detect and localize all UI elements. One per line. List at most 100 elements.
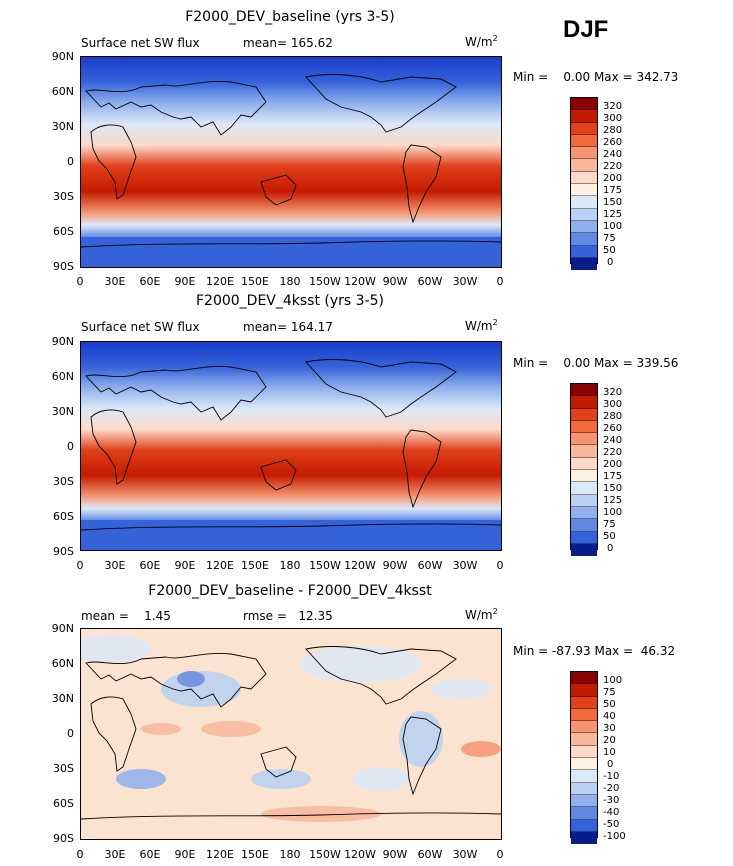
colorbar-swatch	[571, 770, 597, 783]
panel-3-minmax: Min = -87.93 Max = 46.32	[513, 644, 676, 658]
colorbar-label: 200	[603, 173, 623, 184]
panel-3-xtick: 30E	[104, 848, 126, 861]
colorbar-swatch	[571, 159, 597, 172]
colorbar-swatch	[571, 721, 597, 734]
panel-1-xtick: 30W	[452, 275, 478, 288]
colorbar-swatch	[571, 433, 597, 446]
colorbar-label: 0	[607, 257, 614, 268]
panel-3-units: W/m2	[465, 607, 498, 622]
colorbar-label: 20	[603, 735, 616, 746]
colorbar-label: 175	[603, 471, 623, 482]
panel-3-ytick: 0	[67, 727, 74, 740]
panel-3-xtick: 120E	[206, 848, 234, 861]
colorbar-swatch	[571, 831, 597, 845]
panel-3-xtick: 180	[279, 848, 301, 861]
colorbar-swatch	[571, 494, 597, 507]
panel-2-xtick: 90E	[174, 559, 196, 572]
colorbar-swatch	[571, 482, 597, 495]
panel-1-xtick: 60W	[417, 275, 443, 288]
colorbar-swatch	[571, 758, 597, 771]
panel-3-xtick: 150E	[241, 848, 269, 861]
colorbar-label: 280	[603, 411, 623, 422]
panel-2-colorbar	[570, 383, 598, 557]
colorbar-swatch	[571, 384, 597, 397]
colorbar-label: 50	[603, 531, 616, 542]
colorbar-label: 150	[603, 483, 623, 494]
panel-2-units: W/m2	[465, 318, 498, 333]
panel-2-xtick: 0	[76, 559, 84, 572]
colorbar-label: 260	[603, 137, 623, 148]
colorbar-label: 175	[603, 185, 623, 196]
panel-2-ytick: 30S	[53, 475, 74, 488]
panel-3-map	[80, 628, 502, 840]
panel-2-coastlines	[81, 359, 501, 531]
colorbar-swatch	[571, 457, 597, 471]
panel-2-left-label: Surface net SW flux	[81, 320, 200, 334]
panel-2-xtick: 60E	[139, 559, 161, 572]
panel-1-coastlines	[81, 74, 501, 248]
colorbar-label: 0	[607, 759, 614, 770]
panel-1-xtick: 30E	[104, 275, 126, 288]
panel-1-ytick: 90N	[51, 50, 74, 63]
panel-2-xticks: 0 30E 60E 90E 120E 150E 180 150W 120W 90…	[60, 559, 520, 573]
colorbar-swatch	[571, 506, 597, 520]
colorbar-swatch	[571, 745, 597, 759]
colorbar-label: 50	[603, 699, 616, 710]
colorbar-swatch	[571, 470, 597, 483]
panel-3-ytick: 60N	[51, 657, 74, 670]
colorbar-swatch	[571, 408, 597, 421]
panel-3-ytick: 90N	[51, 622, 74, 635]
colorbar-swatch	[571, 519, 597, 532]
colorbar-swatch	[571, 257, 597, 271]
colorbar-swatch	[571, 672, 597, 685]
colorbar-swatch	[571, 196, 597, 209]
panel-3-left-label: mean = 1.45	[81, 609, 171, 623]
colorbar-label: 220	[603, 161, 623, 172]
colorbar-label: 0	[607, 543, 614, 554]
panel-1-ytick: 90S	[53, 260, 74, 273]
panel-3-title: F2000_DEV_baseline - F2000_DEV_4ksst	[148, 583, 432, 599]
colorbar-swatch	[571, 543, 597, 557]
colorbar-swatch	[571, 531, 597, 544]
panel-2-ytick: 30N	[51, 405, 74, 418]
panel-3-xticks: 0 30E 60E 90E 120E 150E 180 150W 120W 90…	[60, 848, 520, 862]
colorbar-label: -30	[603, 795, 620, 806]
panel-3-xtick: 0	[76, 848, 84, 861]
panel-1-xticks: 0 30E 60E 90E 120E 150E 180 150W 120W 90…	[60, 275, 520, 289]
panel-1-ytick: 60N	[51, 85, 74, 98]
panel-1-ytick: 60S	[53, 225, 74, 238]
panel-3-xtick: 30W	[452, 848, 478, 861]
colorbar-label: 300	[603, 113, 623, 124]
panel-2-xtick: 0	[496, 559, 504, 572]
panel-1-minmax: Min = 0.00 Max = 342.73	[513, 70, 679, 84]
panel-1-stat-label: mean= 165.62	[243, 36, 333, 50]
panel-1-xtick: 150W	[309, 275, 341, 288]
colorbar-swatch	[571, 98, 597, 111]
season-label: DJF	[563, 16, 609, 43]
panel-1-units: W/m2	[465, 34, 498, 49]
panel-2-minmax: Min = 0.00 Max = 339.56	[513, 356, 679, 370]
panel-3-ytick: 30N	[51, 692, 74, 705]
colorbar-label: 320	[603, 101, 623, 112]
colorbar-swatch	[571, 245, 597, 258]
colorbar-swatch	[571, 147, 597, 160]
colorbar-swatch	[571, 171, 597, 185]
panel-1-xtick: 180	[279, 275, 301, 288]
panel-1-xtick: 90E	[174, 275, 196, 288]
colorbar-label: 100	[603, 507, 623, 518]
colorbar-swatch	[571, 122, 597, 135]
colorbar-swatch	[571, 733, 597, 746]
colorbar-swatch	[571, 696, 597, 709]
colorbar-label: 220	[603, 447, 623, 458]
colorbar-label: 100	[603, 221, 623, 232]
colorbar-label: 260	[603, 423, 623, 434]
colorbar-swatch	[571, 819, 597, 832]
panel-3-xtick: 90E	[174, 848, 196, 861]
colorbar-swatch	[571, 110, 597, 123]
colorbar-label: -100	[603, 831, 626, 842]
panel-3-ytick: 30S	[53, 762, 74, 775]
panel-2-ytick: 90S	[53, 545, 74, 558]
panel-1-left-label: Surface net SW flux	[81, 36, 200, 50]
panel-2-xtick: 150E	[241, 559, 269, 572]
panel-3-ytick: 90S	[53, 832, 74, 845]
